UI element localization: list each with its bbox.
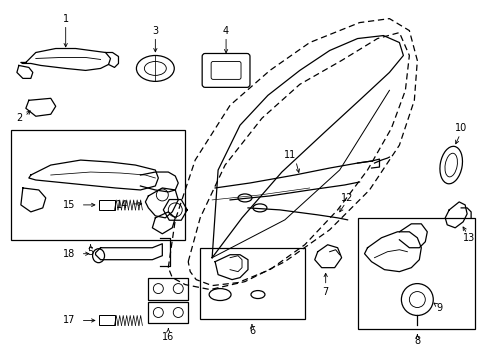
- Text: 11: 11: [284, 150, 296, 160]
- Bar: [200, 248, 305, 319]
- Text: 3: 3: [152, 26, 158, 36]
- Text: 5: 5: [88, 247, 94, 257]
- Bar: [11, 130, 185, 240]
- Text: 1: 1: [63, 14, 69, 24]
- Text: 8: 8: [414, 336, 420, 346]
- Text: 7: 7: [322, 287, 329, 297]
- Text: 12: 12: [342, 193, 354, 203]
- Text: 4: 4: [223, 26, 229, 36]
- Bar: [148, 302, 188, 323]
- Text: 18: 18: [63, 249, 75, 259]
- Bar: [98, 315, 115, 325]
- Text: 15: 15: [63, 200, 75, 210]
- Bar: [148, 278, 188, 300]
- Bar: [98, 200, 115, 210]
- Text: 17: 17: [63, 315, 75, 325]
- Text: 9: 9: [436, 302, 442, 312]
- Text: 14: 14: [116, 200, 128, 210]
- Text: 2: 2: [16, 113, 22, 123]
- Text: 10: 10: [455, 123, 467, 133]
- Text: 6: 6: [249, 327, 255, 336]
- Text: 13: 13: [463, 233, 475, 243]
- Bar: [358, 218, 475, 329]
- Text: 16: 16: [162, 332, 174, 342]
